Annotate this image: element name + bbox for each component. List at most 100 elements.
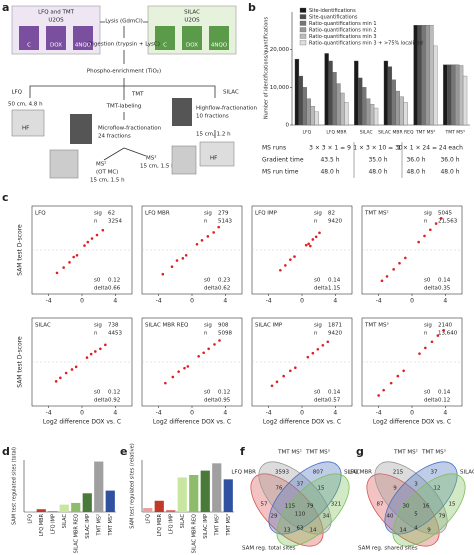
stat-name: sig	[204, 323, 212, 329]
bar	[403, 102, 408, 126]
venn-count: 40	[387, 514, 394, 520]
stat-value: 2140	[438, 323, 452, 329]
instrument	[199, 141, 235, 167]
bar	[462, 75, 468, 126]
stat-name: delta	[94, 286, 108, 292]
x-tick-label: SILAC	[180, 513, 186, 528]
workflow-diagram: LFQ and TMT U2OS C DOX 4NQO SILAC U2OS C…	[8, 5, 258, 184]
x-tick-label: -4	[376, 298, 382, 305]
x-tick-label: LFQ MBR	[157, 513, 163, 536]
condition: 4NQO	[211, 43, 228, 49]
venn-set-label: SILAC	[344, 470, 360, 476]
point	[164, 381, 167, 385]
fraction-plate	[70, 114, 92, 144]
bar	[344, 102, 349, 126]
point	[207, 347, 210, 351]
venn-set	[374, 461, 448, 535]
x-axis-label: Log2 difference DOX vs. C	[373, 419, 451, 426]
stat-name: delta	[424, 398, 438, 404]
point	[68, 261, 71, 264]
point	[54, 380, 58, 383]
x-tick-label: LFQ	[145, 514, 151, 524]
bar	[71, 502, 81, 512]
cell	[46, 26, 66, 50]
stat-value: 0.12	[108, 390, 120, 396]
bar	[82, 493, 92, 512]
point	[59, 376, 62, 380]
bar	[154, 500, 164, 512]
x-tick-label: SILAC MBR REQ	[191, 514, 197, 553]
table-cell: 48.0 h	[320, 169, 339, 176]
table-cell: 48.0 h	[440, 169, 459, 176]
x-tick-label: 4	[223, 410, 227, 417]
stat-name: delta	[424, 286, 438, 292]
point	[184, 253, 188, 257]
x-tick-label: -4	[156, 410, 162, 417]
stat-value: 0.62	[218, 286, 230, 292]
stat-value: 13,640	[438, 331, 458, 337]
x-tick-label: 0	[80, 410, 84, 417]
stat-name: n	[204, 219, 208, 225]
step: 10 fractions	[196, 114, 229, 120]
legend-swatch	[299, 7, 307, 13]
step: Phospho-enrichment (TiO₂)	[87, 69, 161, 75]
point	[197, 354, 200, 358]
stat-value: 279	[218, 211, 229, 217]
point	[213, 343, 216, 346]
point	[55, 271, 59, 275]
venn-count: 3593	[275, 470, 289, 476]
bar	[36, 509, 46, 512]
stat-value: 9420	[328, 219, 342, 225]
point	[385, 275, 389, 278]
point	[217, 225, 220, 229]
x-tick-label: SILAC MBR REQ	[73, 514, 79, 553]
bar	[336, 83, 341, 126]
point	[418, 352, 421, 355]
venn-count: 3	[414, 482, 418, 488]
point	[90, 237, 94, 240]
point	[62, 266, 65, 269]
plot-label: LFQ MBR	[145, 211, 170, 217]
stat-value: 0.14	[438, 278, 451, 284]
x-axis-label: Log2 difference DOX vs. C	[263, 419, 341, 426]
stat-name: s0	[94, 390, 101, 396]
x-tick-label: -4	[266, 298, 272, 305]
bar	[433, 45, 438, 126]
point	[436, 334, 440, 337]
instrument-label: HF	[22, 126, 29, 132]
stat-name: n	[94, 219, 98, 225]
panel-label: c	[2, 191, 9, 204]
point	[289, 369, 292, 373]
venn-count: 87	[377, 502, 384, 508]
point	[396, 374, 400, 378]
point	[86, 240, 90, 244]
stat-name: n	[314, 331, 318, 337]
cell	[19, 26, 39, 50]
branch: LFQ	[11, 90, 22, 96]
stat-name: sig	[94, 211, 102, 217]
stat-value: 0.92	[108, 398, 120, 404]
point	[318, 231, 321, 235]
stat-name: n	[424, 219, 428, 225]
stat-value: 908	[218, 323, 229, 329]
venn-set	[258, 461, 332, 535]
venn-count: 79	[439, 514, 446, 520]
x-tick-label: TMT MS³	[108, 514, 114, 537]
column: 15 cm, 1.5 h	[90, 178, 125, 184]
point	[186, 365, 190, 368]
ms-mode: MS²	[96, 161, 106, 168]
point	[293, 255, 296, 258]
point	[380, 279, 384, 283]
instrument	[49, 149, 79, 179]
plot-label: LFQ	[35, 211, 46, 217]
stat-value: 0.14	[438, 390, 451, 396]
bar	[166, 510, 176, 512]
step: Lysis (GdmCl)	[105, 19, 143, 25]
plot-label: TMT MS²	[364, 210, 389, 217]
venn-count: 15	[318, 486, 325, 492]
venn-count: 14	[310, 528, 317, 534]
step: Highflow-fractionation	[196, 106, 258, 112]
table-cell: 1 × 1 × 24 = 24 each	[397, 145, 463, 152]
cell	[73, 26, 93, 50]
x-tick-label: LFQ MBR	[326, 130, 346, 136]
